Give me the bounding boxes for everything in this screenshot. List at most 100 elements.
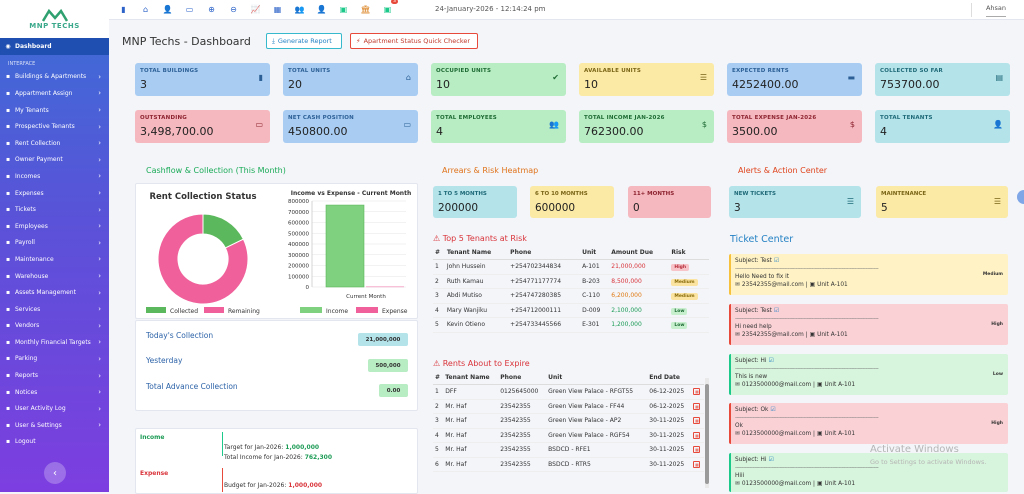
ticket-card[interactable]: Subject: Ok ☑ ----------------------------… [729,403,1008,444]
sidebar-item-services[interactable]: ▪ Services › [0,301,109,318]
sidebar-item-rent-collection[interactable]: ▪ Rent Collection › [0,135,109,152]
bar-income[interactable] [325,204,365,288]
mail-icon: ✉ [735,431,740,437]
calendar-icon[interactable]: ▦ [693,402,701,410]
expire-unit: BSDCD - RTR5 [546,457,648,472]
y-tick-label: 500000 [288,231,309,237]
keyboard-shortcut-icon[interactable]: ▭ [185,5,194,14]
table-row[interactable]: 5 Mr. Haf 23542355 BSDCD - RFE1 30-11-2025 ▦ [433,442,704,458]
warehouse-icon: ▪ [5,272,11,280]
kpi-icon: ▭ [403,120,411,129]
settings-drawer-handle[interactable] [1017,190,1024,204]
sidebar-item-employees[interactable]: ▪ Employees › [0,218,109,235]
tenant-phone: +254702344834 [508,259,581,275]
sidebar-item-expenses[interactable]: ▪ Expenses › [0,185,109,202]
sidebar-collapse-button[interactable]: ‹ [44,462,66,484]
minus-shortcut-icon[interactable]: ⊖ [230,5,237,14]
kpi-icon: 👤 [993,120,1003,129]
sidebar-item-maintenance[interactable]: ▪ Maintenance › [0,251,109,268]
sidebar-item-buildings-apartments[interactable]: ▪ Buildings & Apartments › [0,69,109,86]
table-row[interactable]: 1 DFF 0125645000 Green View Palace - RFGT55… [433,384,704,400]
sidebar-item-user-settings[interactable]: ▪ User & Settings › [0,417,109,434]
money-shortcut-icon[interactable]: ▣ [339,5,348,14]
download-icon: ⤓ [272,36,275,45]
sidebar-item-dashboard[interactable]: ◉ Dashboard [0,38,109,55]
unit-icon: ▣ [816,382,823,388]
calendar-icon[interactable]: ▦ [693,460,701,468]
sidebar-item-appartment-assign[interactable]: ▪ Appartment Assign › [0,85,109,102]
buildings-shortcut-icon[interactable]: ▮ [121,5,126,14]
ticket-card[interactable]: Subject: Test ☑ --------------------------… [729,304,1008,345]
sidebar-item-user-activity-log[interactable]: ▪ User Activity Log › [0,400,109,417]
sidebar-item-logout[interactable]: ▪ Logout [0,434,109,451]
sidebar-item-label: My Tenants [15,106,49,114]
generate-report-label: Generate Report [277,37,332,45]
kpi-value: 3,498,700.00 [140,125,214,138]
table-row[interactable]: 1 John Hussein +254702344834 A-101 21,000,00… [433,259,709,275]
table-row[interactable]: 3 Mr. Haf 23542355 Green View Palace - AP2 3… [433,413,704,429]
logo[interactable]: MNP TECHS [0,0,109,38]
sidebar-item-reports[interactable]: ▪ Reports › [0,367,109,384]
sidebar-item-my-tenants[interactable]: ▪ My Tenants › [0,102,109,119]
sidebar-item-assets-management[interactable]: ▪ Assets Management › [0,284,109,301]
calendar-icon[interactable]: ▦ [693,388,701,396]
expire-name: Mr. Haf [443,442,499,458]
calendar-icon[interactable]: ▦ [693,446,701,454]
calendar-icon[interactable]: ▦ [693,417,701,425]
calendar-shortcut-icon[interactable]: ▦ [273,5,282,14]
notification-shortcut-icon[interactable]: ▣ 3 [383,0,398,14]
sidebar-item-label: Warehouse [15,272,49,280]
alert-card-maintenance[interactable]: MAINTENANCE 5 ☰ [876,186,1008,218]
sidebar-item-warehouse[interactable]: ▪ Warehouse › [0,268,109,285]
table-row[interactable]: 4 Mary Wanjiku +254712000111 D-009 2,100,000… [433,303,709,318]
cashflow-title: Cashflow & Collection (This Month) [146,166,286,175]
users-shortcut-icon[interactable]: 👥 [294,5,305,14]
sidebar-item-prospective-tenants[interactable]: ▪ Prospective Tenants › [0,118,109,135]
expire-scrollbar[interactable] [705,378,709,488]
bank-shortcut-icon[interactable]: 🏛 [360,5,371,14]
sidebar-item-tickets[interactable]: ▪ Tickets › [0,201,109,218]
table-row[interactable]: 2 Ruth Kamau +254771177774 B-203 8,500,000 Me… [433,274,709,289]
add-user-shortcut-icon[interactable]: 👤 [162,5,173,14]
sidebar-item-vendors[interactable]: ▪ Vendors › [0,318,109,335]
sidebar-item-notices[interactable]: ▪ Notices › [0,384,109,401]
sidebar-item-parking[interactable]: ▪ Parking › [0,351,109,368]
kpi-icon: ⌂ [405,73,411,82]
column-header: Amount Due [609,246,670,260]
status-checker-button[interactable]: ⚡ Apartment Status Quick Checker [350,33,478,49]
sidebar-item-label: Appartment Assign [15,89,73,97]
ticket-subject: Subject: Hi [735,358,767,364]
chart-shortcut-icon[interactable]: 📈 [250,5,261,14]
row-number: 2 [433,274,445,289]
add-shortcut-icon[interactable]: ⊕ [208,5,215,14]
table-row[interactable]: 4 Mr. Haf 23542355 Green View Palace - RGF5… [433,428,704,443]
alert-card-new-tickets[interactable]: NEW TICKETS 3 ☰ [729,186,861,218]
ticket-card[interactable]: Subject: Hi ☑ ----------------------------… [729,354,1008,395]
scrollbar-thumb[interactable] [705,384,709,484]
table-row[interactable]: 3 Abdi Mutiso +254747280385 C-110 6,200,000 M… [433,288,709,304]
expire-phone: 23542355 [498,428,547,443]
user-shortcut-icon[interactable]: 👤 [316,5,327,14]
sidebar-item-monthly-financial-targets[interactable]: ▪ Monthly Financial Targets › [0,334,109,351]
check-icon: ☑ [773,258,780,264]
pie-slice-remaining[interactable] [157,213,249,305]
bar-expense[interactable] [366,286,404,288]
sidebar-item-payroll[interactable]: ▪ Payroll › [0,235,109,252]
column-header-empty [691,371,704,385]
kpi-label: OCCUPIED UNITS [436,68,492,74]
table-row[interactable]: 2 Mr. Haf 23542355 Green View Palace - FF44… [433,399,704,414]
home-shortcut-icon[interactable]: ⌂ [142,5,149,14]
row-number: 4 [433,303,445,318]
table-row[interactable]: 5 Kevin Otieno +254733445566 E-301 1,200,000… [433,317,709,333]
sidebar-item-owner-payment[interactable]: ▪ Owner Payment › [0,152,109,169]
expire-name: Mr. Haf [443,413,499,429]
ticket-card[interactable]: Subject: Hi ☑ ----------------------------… [729,453,1008,492]
user-menu[interactable]: Ahsan [985,4,1006,17]
ticket-card[interactable]: Subject: Test ☑ --------------------------… [729,254,1008,295]
sidebar-item-incomes[interactable]: ▪ Incomes › [0,168,109,185]
chevron-right-icon: › [98,388,101,397]
table-row[interactable]: 6 Mr. Haf 23542355 BSDCD - RTR5 30-11-2025 ▦ [433,457,704,472]
calendar-icon[interactable]: ▦ [693,431,701,439]
sidebar-item-label: Dashboard [15,42,52,50]
generate-report-button[interactable]: ⤓ Generate Report [266,33,342,49]
